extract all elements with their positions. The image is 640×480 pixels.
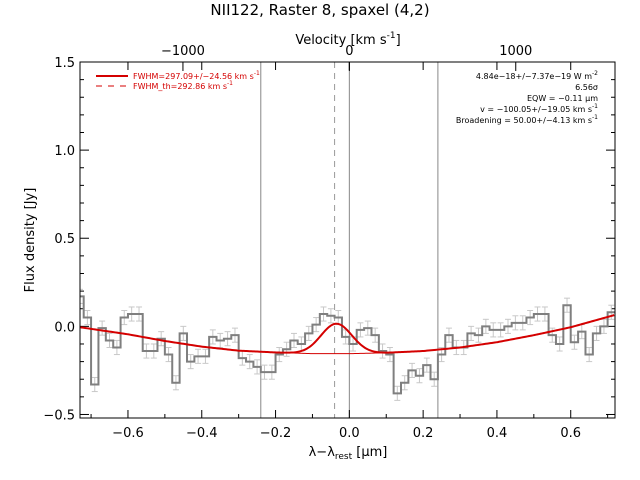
top-tick-label: −1000 (161, 44, 205, 59)
top-tick-label: 1000 (499, 44, 532, 59)
y-tick-label: −0.5 (43, 408, 75, 423)
chart-title: NII122, Raster 8, spaxel (4,2) (210, 1, 429, 19)
legend: FWHM=297.09+/−24.56 km s-1 FWHM_th=292.8… (96, 70, 260, 91)
top-tick-label: 0 (345, 44, 353, 59)
x-tick-label: 0.0 (339, 426, 360, 441)
y-tick-label: 1.0 (54, 144, 75, 159)
plot-frame (79, 61, 616, 419)
top-axis-label: Velocity [km s-1] (295, 31, 400, 48)
legend-label-fwhm: FWHM=297.09+/−24.56 km s-1 (133, 70, 260, 81)
annotation-snr: 6.56σ (575, 83, 598, 92)
plot-area: −0.6 −0.4 −0.2 0.0 0.2 0.4 0.6 −1000 0 1000 −0.5 0.… (43, 44, 615, 441)
y-axis-label: Flux density [Jy] (23, 188, 38, 293)
data-layer (80, 288, 615, 401)
x-tick-label: −0.4 (186, 426, 218, 441)
spectrum-series (80, 295, 615, 395)
legend-label-fwhm-th: FWHM_th=292.86 km s-1 (133, 80, 233, 91)
annotation-velocity: v = −100.05+/−19.05 km s-1 (480, 103, 598, 114)
x-tick-label: −0.6 (112, 426, 144, 441)
x-tick-label: 0.4 (487, 426, 508, 441)
x-tick-label: 0.6 (560, 426, 581, 441)
fit-annotations: 4.84e−18+/−7.37e−19 W m-2 6.56σ EQW = −0… (456, 70, 598, 125)
y-tick-label: 1.5 (54, 56, 75, 71)
x-tick-label: 0.2 (413, 426, 434, 441)
x-axis-label: λ−λrest [μm] (309, 445, 388, 462)
fit-series (80, 314, 615, 354)
annotation-eqw: EQW = −0.11 μm (527, 94, 598, 103)
y-tick-label: 0.5 (54, 232, 75, 247)
annotation-flux: 4.84e−18+/−7.37e−19 W m-2 (476, 70, 598, 81)
x-tick-label: −0.2 (260, 426, 292, 441)
y-tick-label: 0.0 (54, 320, 75, 335)
annotation-broadening: Broadening = 50.00+/−4.13 km s-1 (456, 114, 598, 125)
